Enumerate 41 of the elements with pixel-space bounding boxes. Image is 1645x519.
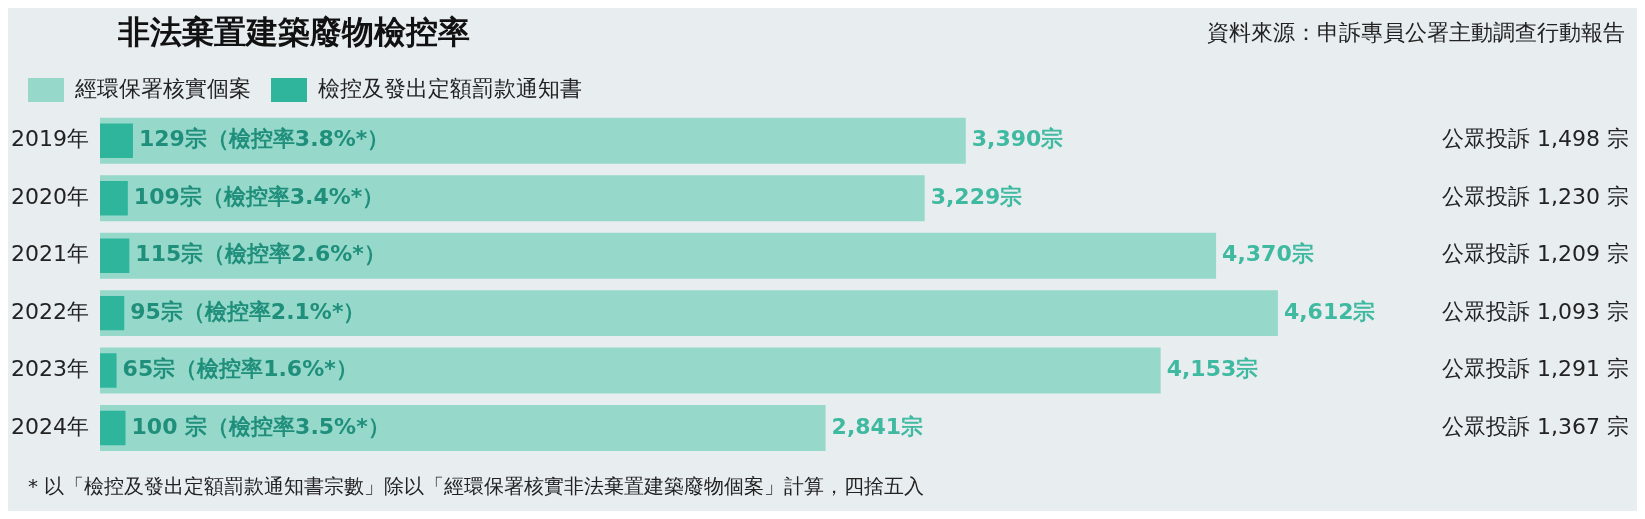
data-label: 2,841宗 [831, 413, 924, 439]
chart-title: 非法棄置建築廢物檢控率 [118, 12, 470, 53]
data-label: 4,153宗 [1166, 356, 1259, 382]
text: 公眾投訴 1,093 宗 [1442, 298, 1629, 324]
text: 公眾投訴 1,367 宗 [1442, 413, 1629, 439]
data-label: 4,370宗 [1222, 241, 1314, 267]
y-tick-label: 2020年 [10, 183, 89, 209]
data-label: 3,390宗 [971, 126, 1064, 152]
bar [99, 232, 1217, 279]
bar [99, 295, 125, 331]
bar [99, 117, 966, 164]
text: 公眾投訴 1,291 宗 [1442, 356, 1629, 382]
source-note: 資料來源：申訴專員公署主動調查行動報告 [1207, 19, 1625, 47]
data-label: 109宗（檢控率3.4%*） [133, 183, 385, 209]
bar [99, 175, 925, 222]
text: 公眾投訴 1,230 宗 [1442, 183, 1629, 209]
y-tick-label: 2023年 [10, 356, 89, 382]
bar [99, 353, 117, 388]
data-label: 100 宗（檢控率3.5%*） [131, 413, 390, 439]
bar [99, 180, 128, 216]
y-tick-label: 2021年 [10, 241, 89, 267]
data-label: 4,612宗 [1283, 298, 1376, 324]
data-label: 95宗（檢控率2.1%*） [130, 298, 366, 324]
bar [99, 347, 1161, 394]
y-tick-label: 2022年 [10, 298, 89, 324]
y-tick-label: 2024年 [10, 413, 89, 439]
bar [99, 123, 133, 158]
bar [99, 410, 126, 446]
y-tick-label: 2019年 [10, 126, 89, 152]
data-label: 65宗（檢控率1.6%*） [122, 356, 358, 382]
data-label: 129宗（檢控率3.8%*） [138, 126, 390, 152]
bar [99, 238, 130, 273]
text: * 以「檢控及發出定額罰款通知書宗數」除以「經環保署核實非法棄置建築廢物個案」計算，四捨五入 [27, 473, 926, 500]
bar [99, 290, 1278, 337]
text: 公眾投訴 1,209 宗 [1442, 241, 1629, 267]
text: 公眾投訴 1,498 宗 [1442, 126, 1629, 152]
legend-label: 檢控及發出定額罰款通知書 [318, 75, 582, 101]
legend-label: 經環保署核實個案 [74, 75, 251, 101]
bar [99, 405, 826, 452]
data-label: 115宗（檢控率2.6%*） [135, 241, 386, 267]
data-label: 3,229宗 [930, 183, 1023, 209]
